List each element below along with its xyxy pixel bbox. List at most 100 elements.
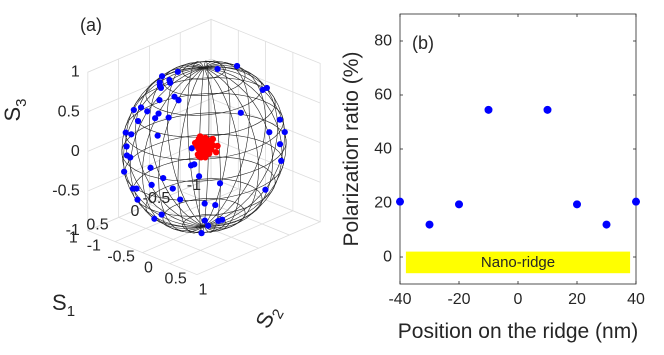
blue-point: [262, 186, 269, 193]
red-point: [195, 135, 203, 142]
s3-tick-label: 0.5: [58, 103, 80, 120]
x-tick-label: 0: [514, 291, 523, 308]
panel-a-label: (a): [80, 15, 102, 35]
s3-tick-label: 0: [71, 143, 80, 160]
blue-point: [156, 97, 163, 104]
blue-point: [266, 129, 273, 136]
sphere-red-points: [191, 133, 221, 161]
sphere-meridian: [123, 67, 205, 228]
s1-axis-label: S1: [52, 290, 75, 320]
blue-point: [156, 82, 164, 89]
blue-point: [177, 196, 184, 203]
y-tick-label: 0: [383, 249, 392, 266]
nano-ridge-bar: [405, 251, 631, 274]
blue-point: [205, 222, 212, 229]
x-tick-label: -40: [388, 291, 411, 308]
box-gridline: [210, 58, 321, 104]
red-point: [205, 141, 212, 148]
s2-tick-labels: -1 -0.5 0 0.5 1: [87, 238, 208, 299]
x-axis-ticks: -40 -20 0 20 40: [388, 14, 645, 308]
sphere-meridian: [203, 67, 273, 228]
s1-tick-label: -0.5: [143, 190, 171, 207]
sphere-meridian: [203, 67, 221, 233]
blue-point: [160, 175, 167, 182]
x-axis-label: Position on the ridge (nm): [398, 320, 638, 343]
blue-point: [134, 196, 141, 203]
sphere-meridian: [135, 66, 205, 227]
nano-ridge-label: Nano-ridge: [481, 254, 555, 271]
red-point: [197, 147, 205, 154]
sphere-meridian: [203, 65, 278, 227]
data-points: [396, 105, 640, 229]
panel-b-label: (b): [412, 33, 434, 53]
blue-point: [165, 114, 172, 121]
blue-point: [151, 215, 158, 222]
sphere-latitude: [132, 77, 276, 138]
blue-point: [259, 86, 266, 93]
polarization-ratio-panel: Nano-ridge 0 20 40 60 80 -40 -20 0 20 40 (b) Pos…: [340, 13, 645, 343]
x-tick-label: 40: [627, 291, 645, 308]
blue-point: [155, 110, 162, 117]
blue-point: [130, 106, 137, 114]
blue-point: [216, 180, 224, 187]
s2-tick-label: 1: [199, 282, 208, 299]
blue-point: [201, 200, 208, 207]
y-axis-label: Polarization ratio (%): [340, 52, 363, 247]
blue-point: [158, 211, 165, 218]
s3-tick-label: 1: [71, 64, 80, 81]
blue-point: [214, 65, 221, 73]
box-gridline: [87, 58, 212, 113]
s3-tick-labels: -1 -0.5 0 0.5 1: [52, 64, 80, 239]
blue-point: [121, 168, 128, 175]
blue-point: [144, 108, 151, 115]
blue-point: [237, 109, 244, 116]
blue-point: [278, 157, 285, 165]
blue-point: [147, 164, 154, 171]
s3-label-sub: 3: [13, 98, 30, 106]
sphere-meridian: [203, 60, 231, 227]
data-point: [484, 105, 493, 114]
s2-tick-label: -0.5: [107, 249, 135, 266]
blue-point: [166, 76, 173, 84]
plot-frame: [399, 13, 637, 285]
blue-point: [129, 185, 137, 192]
y-tick-label: 60: [374, 87, 392, 104]
blue-point: [175, 97, 182, 104]
blue-point: [122, 129, 129, 136]
sphere-meridian: [203, 67, 259, 230]
s1-tick-label: 0: [131, 203, 140, 220]
sphere-meridian: [149, 64, 205, 227]
sphere-meridian: [177, 67, 205, 234]
s3-tick-label: -1: [66, 222, 80, 239]
sphere-meridian: [203, 61, 250, 227]
s1-tick-labels: -1 -0.50 0.5 1: [69, 177, 201, 247]
s3-tick-label: -0.5: [52, 183, 80, 200]
blue-point: [233, 62, 241, 70]
blue-point: [169, 185, 176, 192]
svg-text:S3: S3: [0, 98, 30, 121]
blue-point: [174, 68, 181, 75]
sphere-meridian: [203, 67, 242, 232]
data-point: [602, 220, 611, 229]
blue-point: [154, 132, 161, 139]
blue-point: [276, 116, 283, 123]
blue-point: [215, 217, 222, 225]
s2-axis-label: S2: [250, 300, 287, 334]
sphere-blue-points: [121, 62, 288, 237]
s1-tick-label: -1: [187, 177, 201, 194]
blue-point: [128, 131, 135, 138]
data-point: [632, 197, 640, 206]
data-point: [573, 200, 581, 209]
blue-point: [148, 181, 155, 188]
blue-point: [281, 128, 288, 136]
data-point: [455, 200, 463, 209]
red-point: [212, 149, 220, 156]
y-tick-label: 40: [374, 141, 392, 158]
x-tick-label: 20: [568, 291, 586, 308]
s2-tick-label: 0.5: [165, 271, 187, 288]
blue-point: [198, 230, 205, 237]
y-tick-label: 80: [374, 33, 392, 50]
x-tick-label: -20: [447, 291, 470, 308]
red-point: [193, 142, 201, 149]
